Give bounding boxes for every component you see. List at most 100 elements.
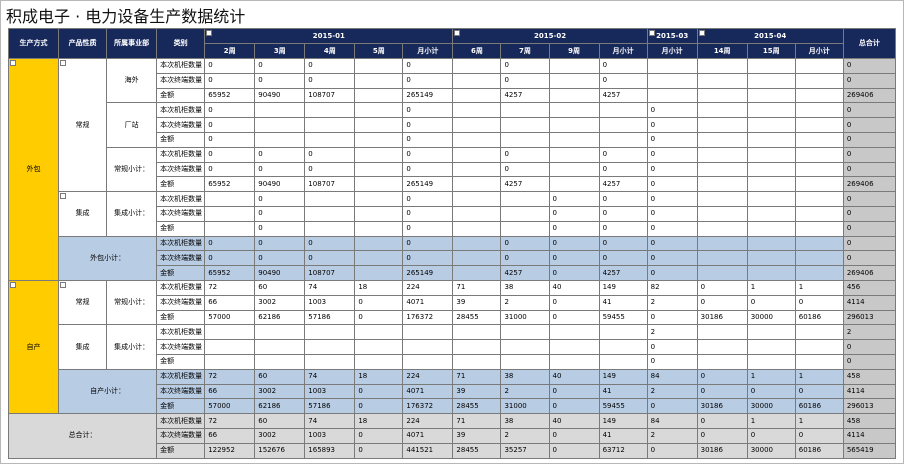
- data-cell: 38: [500, 279, 550, 296]
- data-cell: 1: [794, 413, 844, 429]
- category-label: 本次终端数量: [156, 427, 206, 444]
- data-cell: [402, 324, 454, 341]
- data-cell: 31000: [500, 309, 550, 326]
- table-row: 厂站 本次机柜数量 0 0 0 0: [9, 102, 897, 148]
- data-cell: 0: [548, 309, 600, 326]
- data-cell: 0: [500, 161, 550, 178]
- month-header-2015-02[interactable]: 2015-02: [452, 28, 648, 44]
- data-cell: 0: [402, 205, 454, 222]
- data-cell: 0: [204, 117, 256, 133]
- month-header-2015-04[interactable]: 2015-04: [696, 28, 844, 44]
- data-cell: [794, 102, 844, 119]
- category-label: 本次终端数量: [156, 161, 206, 178]
- data-cell: [794, 353, 844, 370]
- data-cell: 2: [646, 383, 698, 400]
- data-cell: 224: [402, 413, 454, 429]
- data-cell: 0: [598, 146, 648, 163]
- month-header-2015-03[interactable]: 2015-03: [646, 28, 698, 44]
- data-cell: 265149: [402, 176, 454, 193]
- group-zichan[interactable]: 自产: [7, 279, 60, 415]
- data-cell: [304, 324, 356, 341]
- data-cell: [304, 191, 356, 207]
- category-label: 本次终端数量: [156, 294, 206, 311]
- data-cell: 84: [646, 413, 698, 429]
- data-cell: [794, 146, 844, 163]
- data-cell: 0: [696, 279, 748, 296]
- data-cell: 0: [646, 102, 698, 119]
- data-cell: 0: [646, 205, 698, 222]
- data-cell: [402, 353, 454, 370]
- data-cell: 62186: [254, 398, 306, 415]
- data-cell: 0: [354, 427, 404, 444]
- data-cell: [452, 265, 502, 281]
- category-label: 金额: [156, 265, 206, 281]
- month-header-2015-01[interactable]: 2015-01: [204, 28, 454, 44]
- data-cell: 1: [794, 368, 844, 385]
- group-waibao[interactable]: 外包: [7, 58, 60, 281]
- data-cell: 72: [204, 279, 256, 296]
- page-title: 积成电子 · 电力设备生产数据统计: [6, 7, 246, 26]
- data-cell: [452, 235, 502, 252]
- data-cell: 108707: [304, 265, 356, 281]
- data-cell: 224: [402, 368, 454, 385]
- data-cell: 0: [204, 146, 256, 163]
- product-changgui[interactable]: 常规: [58, 57, 108, 193]
- product-changgui[interactable]: 常规: [58, 279, 108, 326]
- data-cell: 66: [204, 383, 256, 400]
- data-cell: 0: [254, 161, 306, 178]
- data-cell: [304, 102, 356, 119]
- data-cell: 0: [646, 146, 698, 163]
- data-cell: [746, 265, 796, 281]
- data-cell: 31000: [500, 398, 550, 415]
- data-cell: [746, 339, 796, 355]
- table-row: 外包小计： 本次机柜数量 0 0 0 0 0 0 0 0 0: [9, 235, 897, 281]
- data-cell: 0: [646, 117, 698, 133]
- data-cell: [354, 146, 404, 163]
- data-cell: [696, 220, 748, 237]
- data-cell: [746, 72, 796, 89]
- data-cell: 1003: [304, 294, 356, 311]
- data-cell: 0: [598, 205, 648, 222]
- data-cell: 0: [500, 235, 550, 252]
- data-cell: [696, 265, 748, 281]
- category-label: 本次终端数量: [156, 205, 206, 222]
- data-cell: 90490: [254, 265, 306, 281]
- report-table: 生产方式 产品性质 所属事业部 类别 2015-01 2015-02 2015-…: [7, 28, 897, 459]
- data-cell: 0: [794, 383, 844, 400]
- week-header: 4周: [304, 43, 356, 59]
- data-cell: 0: [304, 72, 356, 89]
- data-cell: [746, 250, 796, 267]
- week-header: 7周: [500, 43, 550, 59]
- data-cell: [746, 117, 796, 133]
- data-cell: [794, 324, 844, 341]
- data-cell: 108707: [304, 87, 356, 104]
- data-cell: 0: [696, 427, 748, 444]
- week-header: 月小计: [794, 43, 844, 59]
- data-cell: [452, 131, 502, 148]
- data-cell: [598, 324, 648, 341]
- data-cell: [696, 117, 748, 133]
- data-cell: 74: [304, 279, 356, 296]
- data-cell: [794, 87, 844, 104]
- week-header-row: 2周 3周 4周 5周 月小计 6周 7周 9周 月小计 月小计 14周 15周 月小计: [9, 43, 896, 59]
- data-cell: [746, 87, 796, 104]
- data-cell: 4071: [402, 383, 454, 400]
- data-cell: 0: [696, 368, 748, 385]
- data-cell: [696, 324, 748, 341]
- data-cell: [354, 220, 404, 237]
- category-label: 本次终端数量: [156, 339, 206, 355]
- data-cell: [500, 353, 550, 370]
- data-cell: [646, 58, 698, 74]
- total-cell: 0: [842, 117, 897, 133]
- data-cell: 122952: [204, 442, 256, 459]
- total-cell: 269406: [842, 265, 897, 281]
- data-cell: 0: [548, 191, 600, 207]
- data-cell: 0: [402, 161, 454, 178]
- data-cell: 0: [598, 220, 648, 237]
- table-row: 集成 集成小计： 本次机柜数量 2 2: [9, 324, 897, 370]
- product-jicheng[interactable]: 集成: [58, 191, 108, 237]
- data-cell: [452, 176, 502, 193]
- data-cell: 0: [254, 191, 306, 207]
- data-cell: 0: [548, 427, 600, 444]
- data-cell: 0: [598, 235, 648, 252]
